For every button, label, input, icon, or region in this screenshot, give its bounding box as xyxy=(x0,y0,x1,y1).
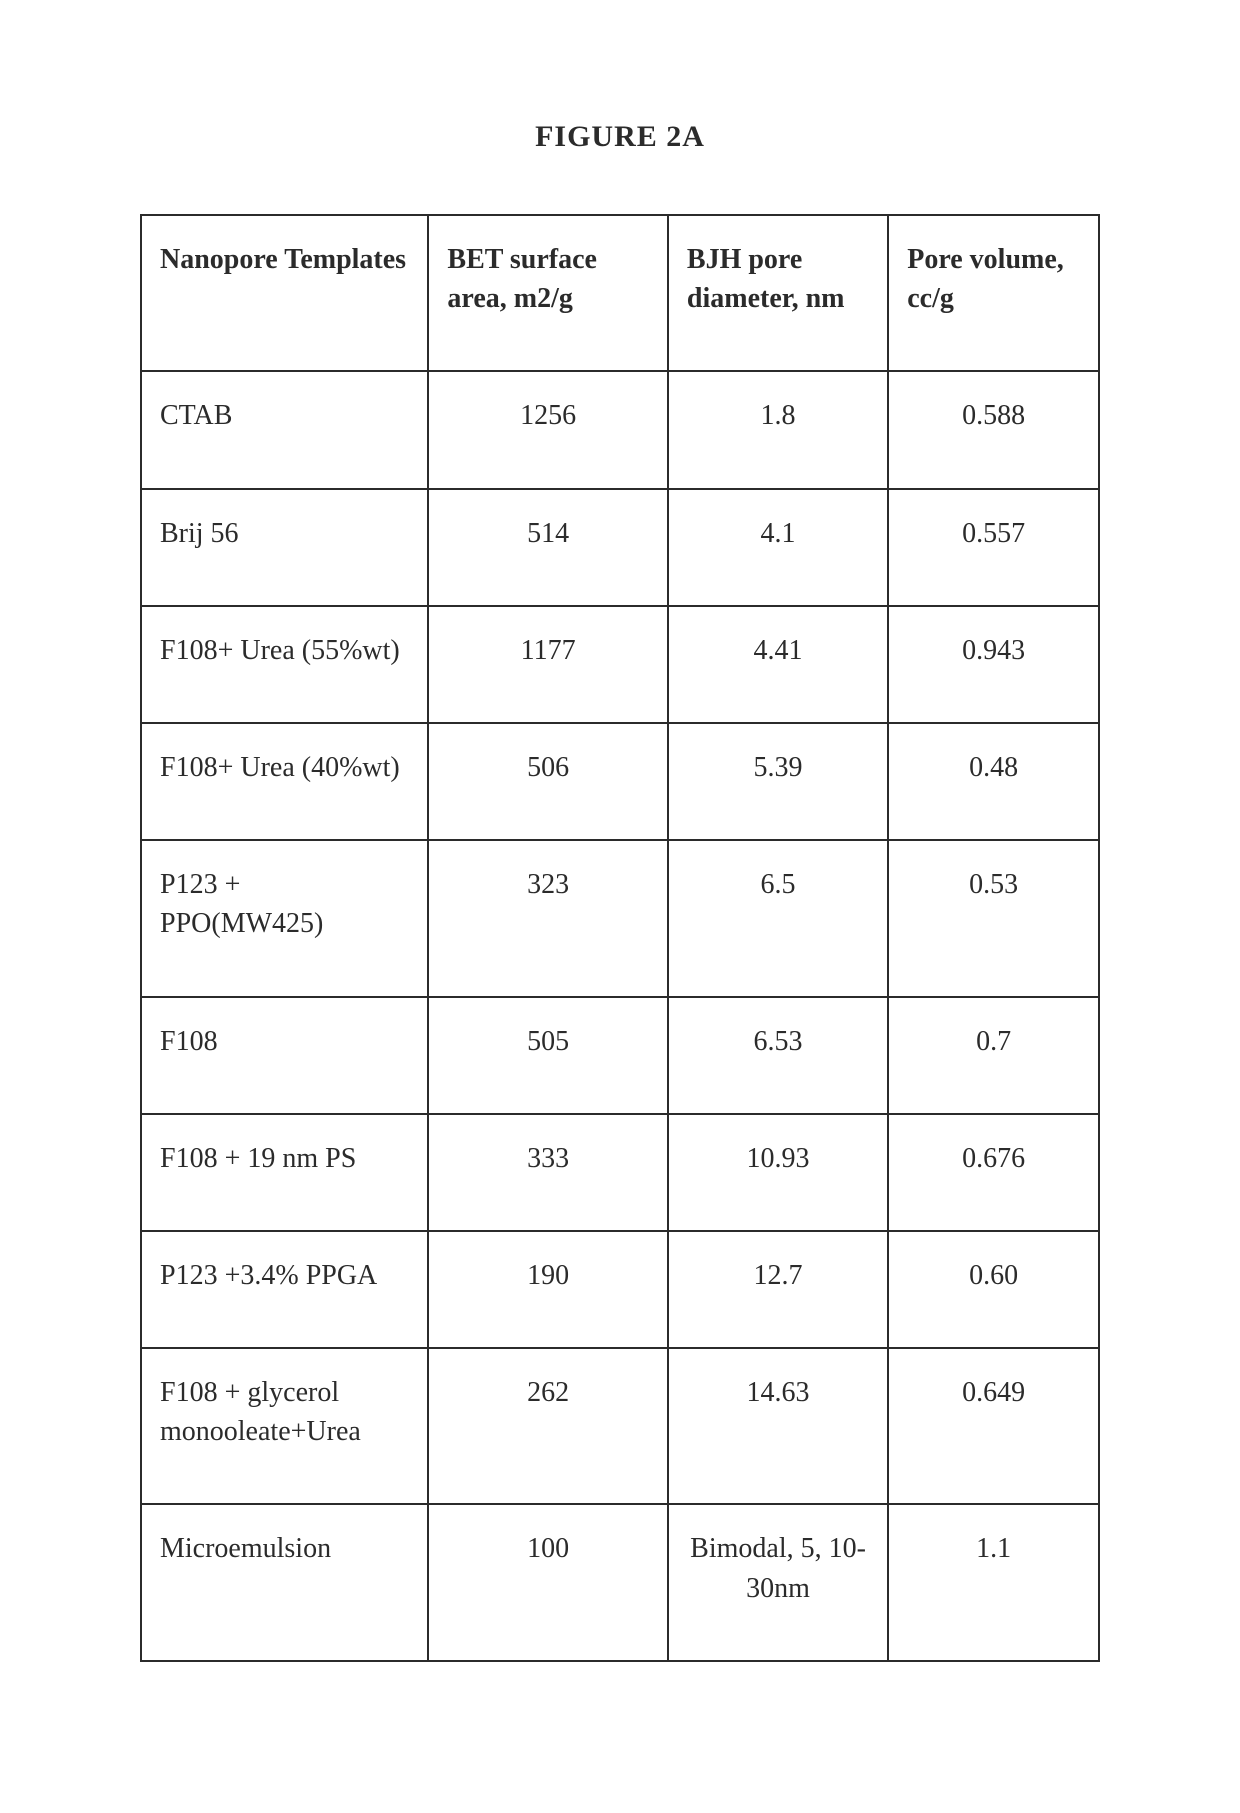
cell-template: F108 + 19 nm PS xyxy=(141,1114,428,1231)
cell-vol: 0.943 xyxy=(888,606,1099,723)
cell-bjh: 4.1 xyxy=(668,489,888,606)
table-row: F108+ Urea (55%wt) 1177 4.41 0.943 xyxy=(141,606,1099,723)
cell-bet: 1177 xyxy=(428,606,668,723)
table-row: Microemulsion 100 Bimodal, 5, 10-30nm 1.… xyxy=(141,1504,1099,1660)
cell-template: P123 + PPO(MW425) xyxy=(141,840,428,996)
col-header-bjh: BJH pore diameter, nm xyxy=(668,215,888,371)
table-row: F108 + glycerol monooleate+Urea 262 14.6… xyxy=(141,1348,1099,1504)
data-table: Nanopore Templates BET surface area, m2/… xyxy=(140,214,1100,1662)
cell-vol: 0.649 xyxy=(888,1348,1099,1504)
table-row: P123 + PPO(MW425) 323 6.5 0.53 xyxy=(141,840,1099,996)
table-row: F108+ Urea (40%wt) 506 5.39 0.48 xyxy=(141,723,1099,840)
cell-template: F108+ Urea (55%wt) xyxy=(141,606,428,723)
table-row: F108 505 6.53 0.7 xyxy=(141,997,1099,1114)
cell-vol: 0.676 xyxy=(888,1114,1099,1231)
cell-bet: 323 xyxy=(428,840,668,996)
cell-vol: 0.60 xyxy=(888,1231,1099,1348)
cell-template: Microemulsion xyxy=(141,1504,428,1660)
cell-bet: 262 xyxy=(428,1348,668,1504)
cell-vol: 0.7 xyxy=(888,997,1099,1114)
table-row: CTAB 1256 1.8 0.588 xyxy=(141,371,1099,488)
cell-bet: 1256 xyxy=(428,371,668,488)
col-header-vol: Pore volume, cc/g xyxy=(888,215,1099,371)
table-row: Brij 56 514 4.1 0.557 xyxy=(141,489,1099,606)
cell-bjh: 6.53 xyxy=(668,997,888,1114)
cell-template: CTAB xyxy=(141,371,428,488)
cell-template: F108+ Urea (40%wt) xyxy=(141,723,428,840)
cell-template: F108 xyxy=(141,997,428,1114)
cell-bet: 506 xyxy=(428,723,668,840)
cell-template: P123 +3.4% PPGA xyxy=(141,1231,428,1348)
cell-bjh: Bimodal, 5, 10-30nm xyxy=(668,1504,888,1660)
cell-bet: 100 xyxy=(428,1504,668,1660)
cell-template: F108 + glycerol monooleate+Urea xyxy=(141,1348,428,1504)
table-header-row: Nanopore Templates BET surface area, m2/… xyxy=(141,215,1099,371)
cell-bet: 333 xyxy=(428,1114,668,1231)
col-header-template: Nanopore Templates xyxy=(141,215,428,371)
cell-bjh: 12.7 xyxy=(668,1231,888,1348)
cell-vol: 1.1 xyxy=(888,1504,1099,1660)
table-row: P123 +3.4% PPGA 190 12.7 0.60 xyxy=(141,1231,1099,1348)
cell-bet: 505 xyxy=(428,997,668,1114)
cell-bjh: 10.93 xyxy=(668,1114,888,1231)
cell-bjh: 14.63 xyxy=(668,1348,888,1504)
cell-vol: 0.557 xyxy=(888,489,1099,606)
cell-bjh: 4.41 xyxy=(668,606,888,723)
cell-vol: 0.53 xyxy=(888,840,1099,996)
cell-bjh: 1.8 xyxy=(668,371,888,488)
col-header-bet: BET surface area, m2/g xyxy=(428,215,668,371)
cell-bet: 514 xyxy=(428,489,668,606)
cell-bjh: 6.5 xyxy=(668,840,888,996)
page: FIGURE 2A Nanopore Templates BET surface… xyxy=(0,0,1240,1813)
table-row: F108 + 19 nm PS 333 10.93 0.676 xyxy=(141,1114,1099,1231)
cell-bet: 190 xyxy=(428,1231,668,1348)
cell-vol: 0.588 xyxy=(888,371,1099,488)
cell-bjh: 5.39 xyxy=(668,723,888,840)
cell-vol: 0.48 xyxy=(888,723,1099,840)
figure-title: FIGURE 2A xyxy=(140,120,1100,154)
cell-template: Brij 56 xyxy=(141,489,428,606)
